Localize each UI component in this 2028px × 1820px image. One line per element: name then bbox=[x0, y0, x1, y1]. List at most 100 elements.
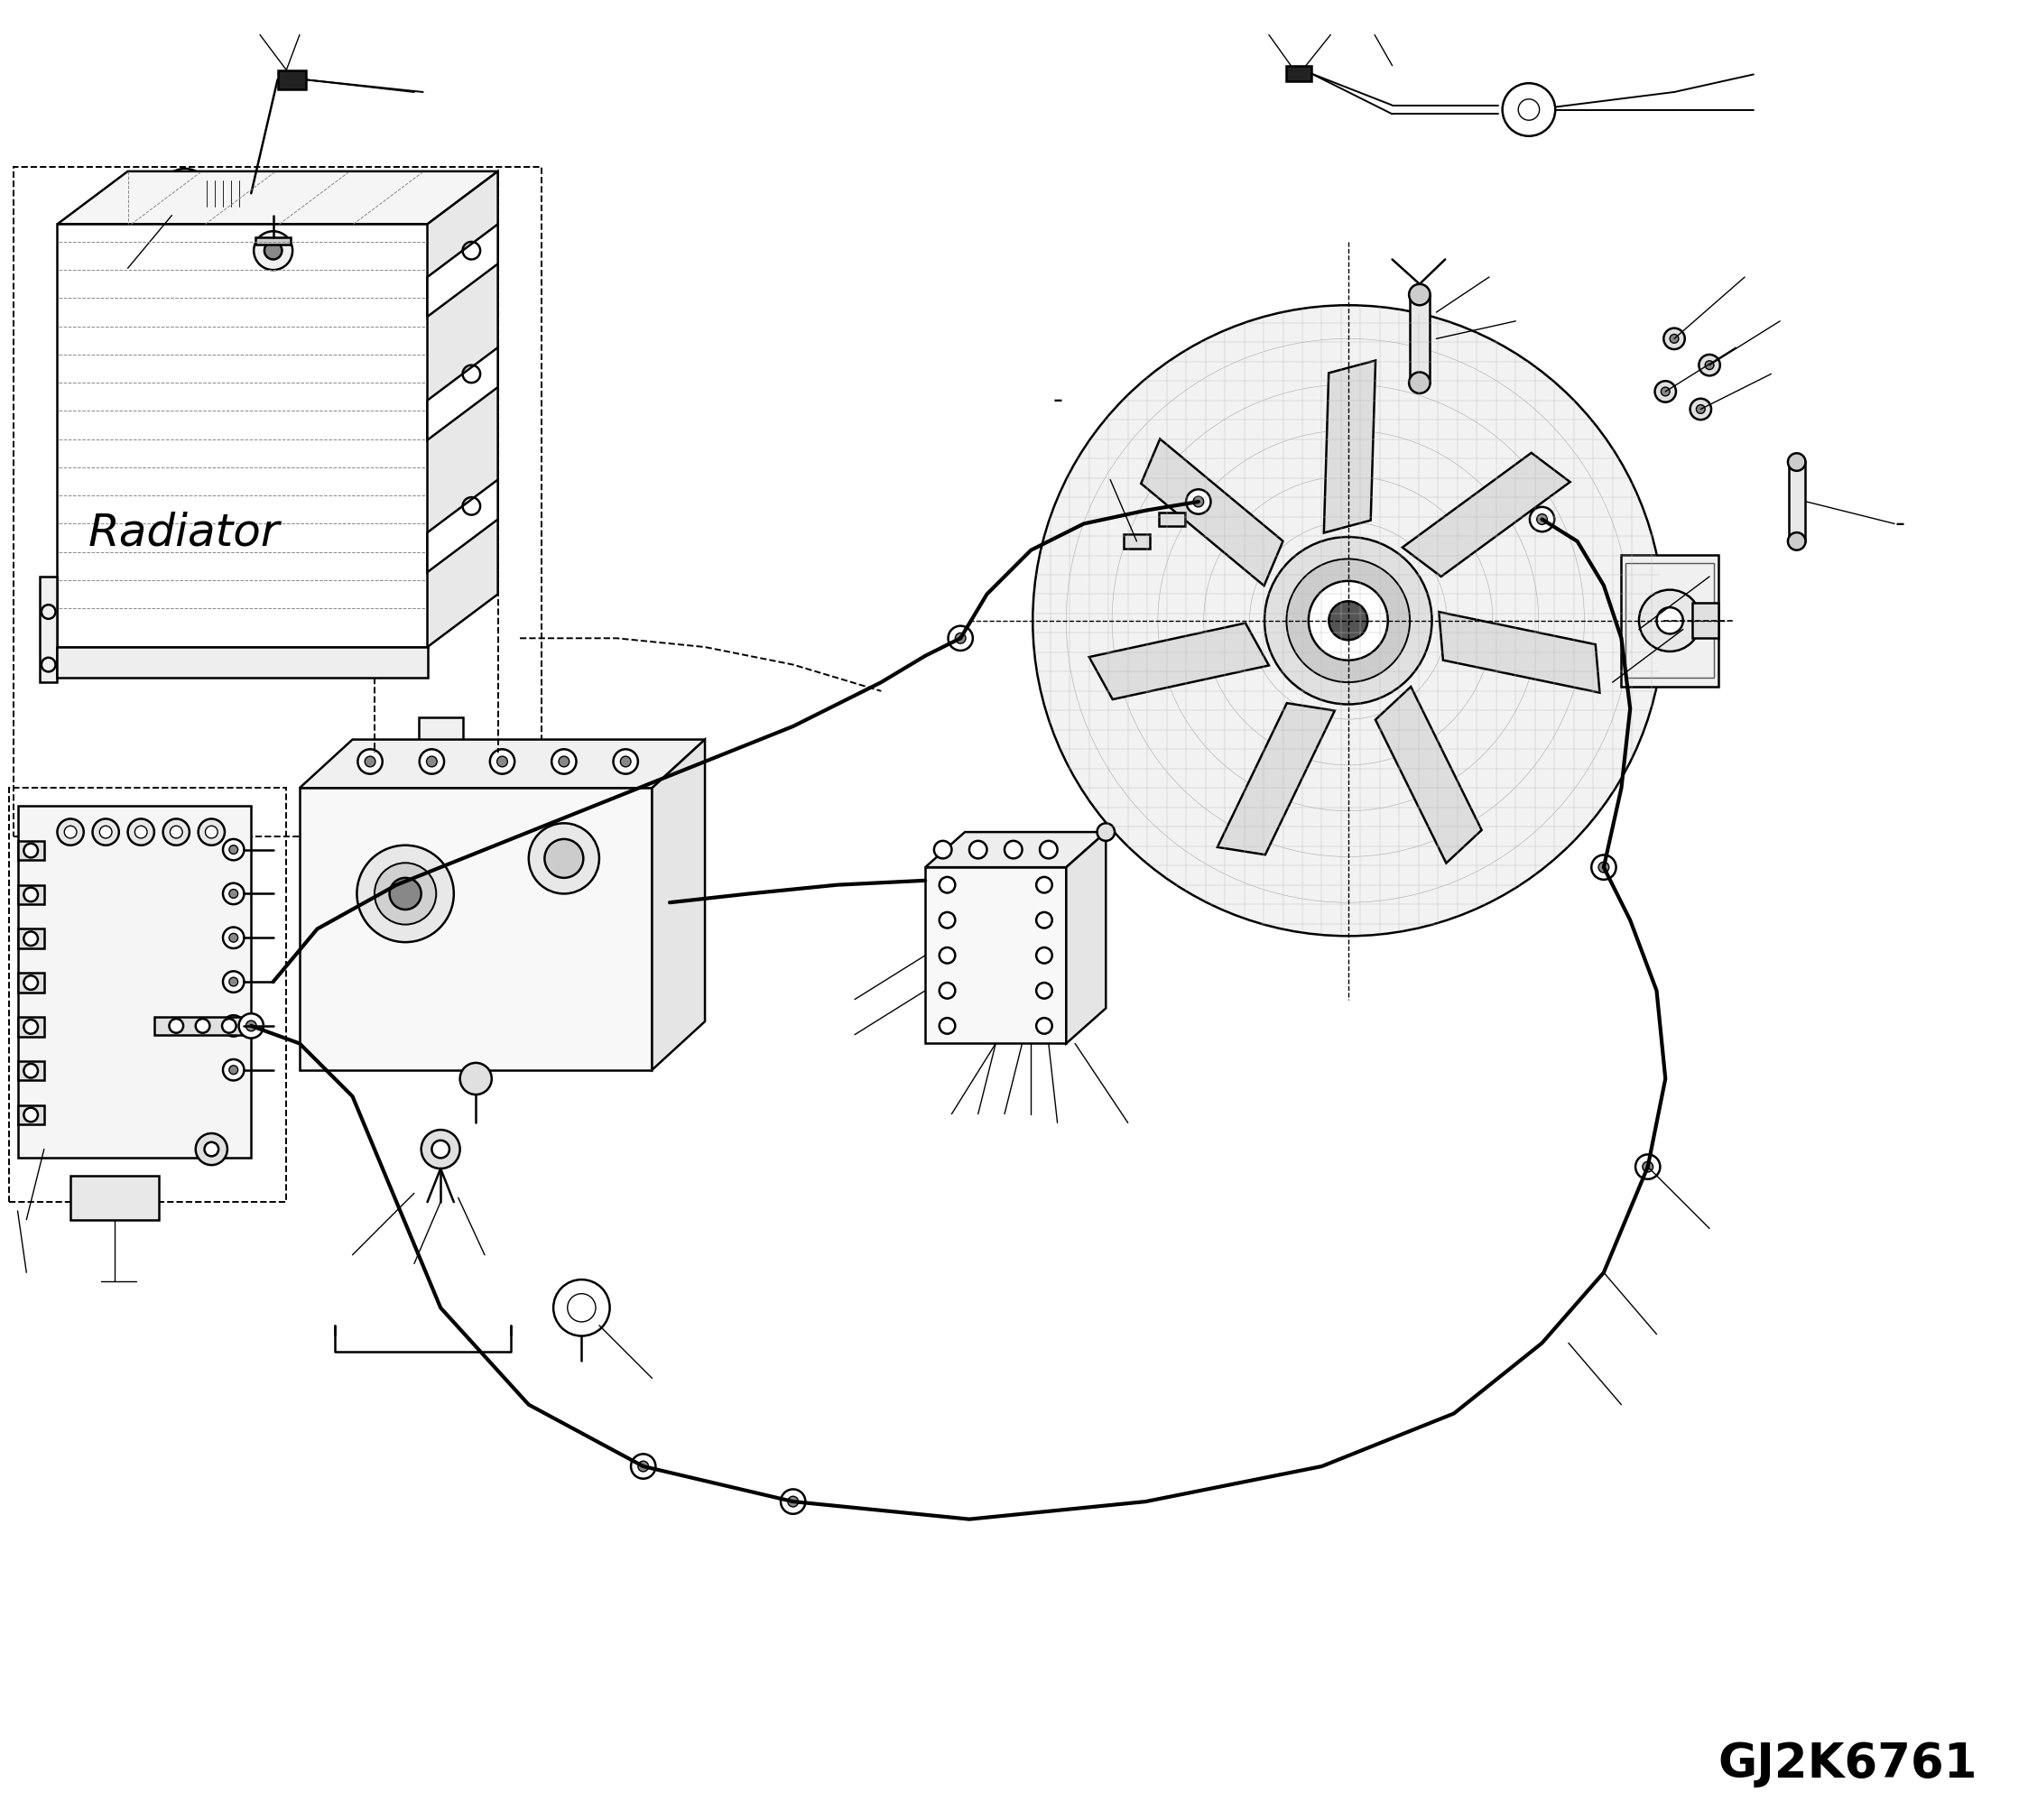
Circle shape bbox=[24, 1019, 39, 1034]
Circle shape bbox=[1286, 559, 1409, 682]
Circle shape bbox=[1529, 508, 1553, 531]
Circle shape bbox=[1598, 863, 1608, 872]
Circle shape bbox=[1706, 360, 1714, 369]
Circle shape bbox=[787, 1496, 799, 1507]
Circle shape bbox=[969, 841, 988, 859]
Polygon shape bbox=[300, 788, 653, 1070]
Circle shape bbox=[24, 843, 39, 857]
Circle shape bbox=[612, 750, 639, 773]
Circle shape bbox=[1409, 284, 1430, 306]
Circle shape bbox=[631, 1454, 655, 1478]
Circle shape bbox=[375, 863, 436, 925]
Circle shape bbox=[1789, 453, 1805, 471]
Circle shape bbox=[1635, 1154, 1661, 1179]
Text: -: - bbox=[1894, 511, 1904, 537]
Circle shape bbox=[1097, 823, 1115, 841]
Circle shape bbox=[426, 757, 438, 766]
Circle shape bbox=[1036, 983, 1053, 999]
Circle shape bbox=[93, 819, 120, 844]
Circle shape bbox=[162, 819, 189, 844]
Circle shape bbox=[389, 877, 422, 910]
Circle shape bbox=[199, 819, 225, 844]
Circle shape bbox=[223, 926, 243, 948]
Polygon shape bbox=[1438, 612, 1600, 693]
Polygon shape bbox=[300, 739, 706, 788]
Polygon shape bbox=[18, 806, 251, 1158]
Bar bbox=[1626, 564, 1714, 677]
Circle shape bbox=[1663, 328, 1685, 349]
Circle shape bbox=[357, 750, 383, 773]
Circle shape bbox=[1639, 590, 1701, 652]
Circle shape bbox=[24, 1108, 39, 1121]
Circle shape bbox=[245, 1021, 256, 1032]
Polygon shape bbox=[428, 348, 497, 440]
Circle shape bbox=[168, 1019, 183, 1034]
Circle shape bbox=[223, 972, 243, 992]
Circle shape bbox=[24, 888, 39, 901]
Bar bbox=[14, 167, 541, 837]
Bar bbox=[18, 885, 45, 905]
Circle shape bbox=[949, 626, 973, 650]
Circle shape bbox=[1695, 404, 1706, 413]
Polygon shape bbox=[653, 739, 706, 1070]
Circle shape bbox=[432, 1141, 450, 1158]
Polygon shape bbox=[428, 480, 497, 571]
Circle shape bbox=[1643, 1161, 1653, 1172]
Circle shape bbox=[229, 934, 237, 943]
Polygon shape bbox=[1217, 703, 1334, 855]
Circle shape bbox=[24, 1063, 39, 1077]
Circle shape bbox=[1040, 841, 1057, 859]
Bar bbox=[203, 180, 251, 206]
Circle shape bbox=[939, 948, 955, 963]
Circle shape bbox=[24, 976, 39, 990]
Circle shape bbox=[223, 1016, 243, 1036]
Polygon shape bbox=[57, 648, 428, 677]
Circle shape bbox=[229, 844, 237, 854]
Polygon shape bbox=[1089, 622, 1270, 699]
Circle shape bbox=[223, 839, 243, 861]
Circle shape bbox=[134, 826, 148, 839]
Circle shape bbox=[552, 750, 576, 773]
Circle shape bbox=[939, 983, 955, 999]
Circle shape bbox=[170, 826, 183, 839]
Bar bbox=[8, 788, 286, 1201]
Circle shape bbox=[497, 757, 507, 766]
Circle shape bbox=[1036, 912, 1053, 928]
Circle shape bbox=[205, 1143, 219, 1156]
Circle shape bbox=[1655, 380, 1675, 402]
Circle shape bbox=[546, 839, 584, 877]
Polygon shape bbox=[925, 832, 1105, 868]
Bar bbox=[1124, 535, 1150, 548]
Text: -: - bbox=[1053, 388, 1063, 413]
Circle shape bbox=[1036, 877, 1053, 894]
Bar bbox=[1620, 555, 1718, 686]
Circle shape bbox=[223, 1059, 243, 1081]
Circle shape bbox=[1308, 581, 1387, 661]
Circle shape bbox=[1192, 497, 1205, 508]
Polygon shape bbox=[57, 224, 428, 648]
Bar bbox=[154, 1017, 241, 1034]
Polygon shape bbox=[428, 224, 497, 317]
Circle shape bbox=[1689, 399, 1712, 420]
Bar bbox=[18, 1017, 45, 1036]
Circle shape bbox=[229, 890, 237, 897]
Circle shape bbox=[558, 757, 570, 766]
Bar bbox=[1409, 295, 1430, 382]
Circle shape bbox=[195, 1134, 227, 1165]
Bar bbox=[18, 1061, 45, 1081]
Polygon shape bbox=[1375, 686, 1482, 863]
Circle shape bbox=[195, 1019, 209, 1034]
Circle shape bbox=[529, 823, 598, 894]
Circle shape bbox=[254, 231, 292, 269]
Circle shape bbox=[221, 1019, 235, 1034]
Circle shape bbox=[264, 242, 282, 260]
Circle shape bbox=[1328, 601, 1367, 641]
Circle shape bbox=[1537, 513, 1547, 524]
Circle shape bbox=[621, 757, 631, 766]
Circle shape bbox=[1409, 371, 1430, 393]
Circle shape bbox=[1699, 355, 1720, 375]
Circle shape bbox=[422, 1130, 460, 1168]
Circle shape bbox=[365, 757, 375, 766]
Circle shape bbox=[935, 841, 951, 859]
Circle shape bbox=[357, 844, 454, 943]
